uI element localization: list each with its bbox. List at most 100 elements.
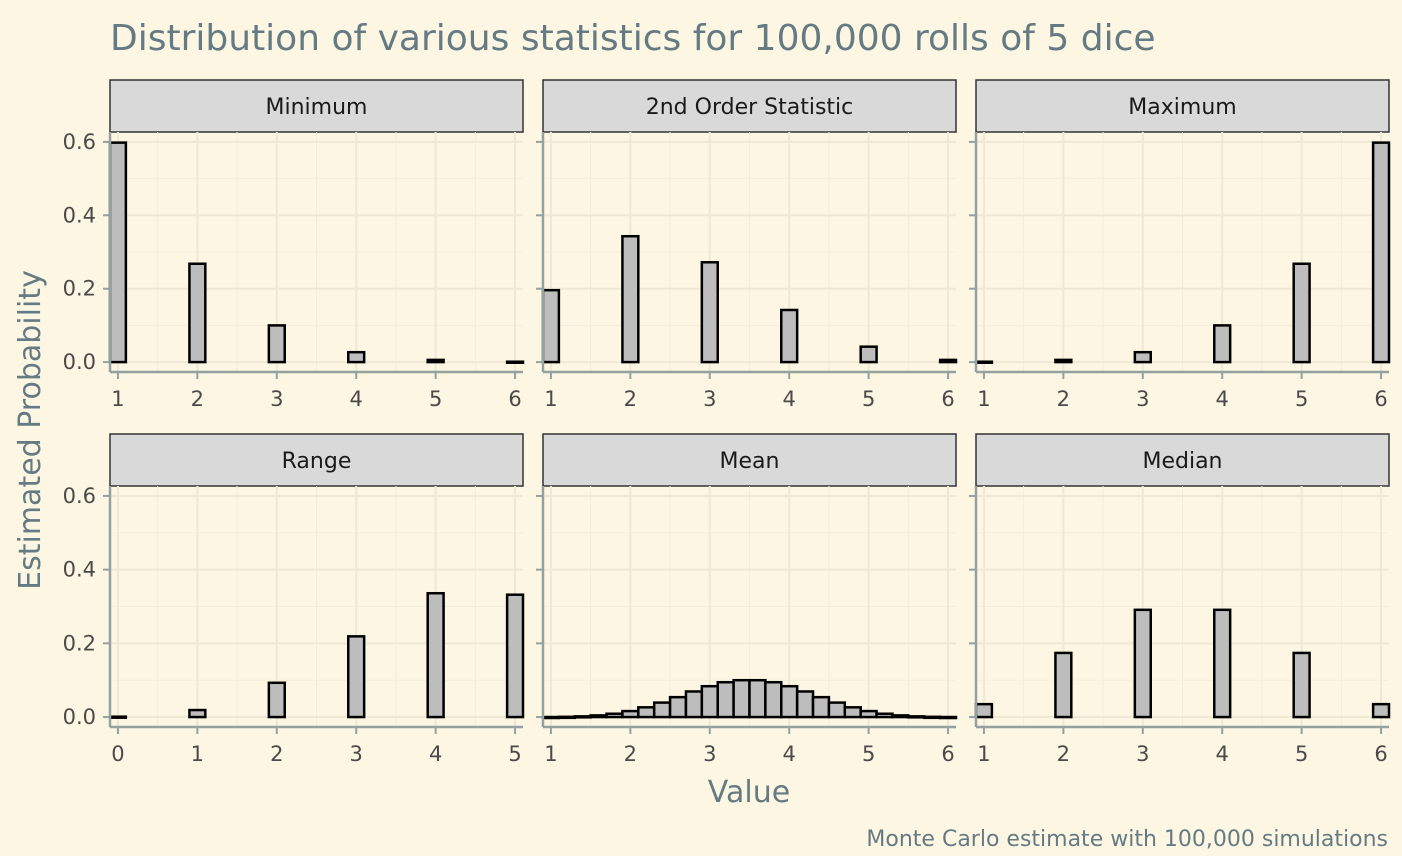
- x-tick-label: 2: [624, 387, 637, 411]
- x-tick-label: 2: [1057, 387, 1070, 411]
- facet-strip-label: Range: [282, 449, 352, 474]
- y-tick-label: 0.6: [63, 484, 96, 508]
- x-tick-label: 3: [270, 387, 283, 411]
- y-axis-title: Estimated Probability: [13, 270, 48, 590]
- y-tick-label: 0.0: [63, 705, 96, 729]
- x-tick-label: 1: [544, 387, 557, 411]
- facet-strip: [109, 433, 524, 487]
- bar: [795, 690, 815, 719]
- bar: [426, 358, 445, 364]
- x-tick-label: 5: [862, 387, 875, 411]
- bar: [426, 591, 445, 719]
- bar: [922, 715, 942, 720]
- bar: [748, 678, 767, 719]
- x-tick-label: 5: [508, 742, 521, 766]
- facet-panels: Minimum 1 2 3 4 5 6 0.0 0.2 0.4 0.6 2nd Order Stati…: [63, 79, 1391, 766]
- x-tick-label: 4: [1216, 742, 1229, 766]
- bar: [780, 308, 799, 364]
- bar: [891, 714, 910, 719]
- x-tick-label: 4: [350, 387, 363, 411]
- x-tick-label: 2: [624, 742, 637, 766]
- bar: [700, 684, 719, 719]
- bar: [1292, 262, 1311, 364]
- x-tick-label: 5: [1295, 387, 1308, 411]
- facet-strip-label: Mean: [720, 449, 780, 474]
- bar: [938, 358, 958, 364]
- bar: [621, 709, 640, 719]
- bar: [875, 712, 894, 719]
- facet-strip: [975, 433, 1390, 487]
- bar: [1054, 358, 1073, 364]
- bar: [1371, 702, 1391, 719]
- facet-2nd-order-statistic: 2nd Order Statistic 1 2 3 4 5 6: [536, 79, 958, 411]
- bar: [188, 708, 207, 719]
- x-tick-label: 3: [350, 742, 363, 766]
- facet-median: Median 1 2 3 4 5 6: [969, 433, 1391, 766]
- bar: [974, 360, 994, 364]
- x-tick-label: 1: [544, 742, 557, 766]
- x-tick-label: 1: [111, 387, 124, 411]
- bar: [764, 680, 783, 719]
- bar: [267, 324, 286, 364]
- bar: [1133, 608, 1152, 719]
- facet-strip: [109, 79, 524, 133]
- x-tick-label: 4: [783, 387, 796, 411]
- facet-strip-label: Maximum: [1128, 95, 1236, 120]
- y-tick-label: 0.4: [63, 203, 96, 227]
- facet-range: Range 0 1 2 3 4 5 0.0 0.2 0.4 0.6: [63, 433, 525, 766]
- x-tick-label: 4: [1216, 387, 1229, 411]
- x-tick-label: 6: [941, 742, 954, 766]
- bar: [859, 709, 878, 719]
- facet-strip: [542, 79, 957, 133]
- x-tick-label: 6: [941, 387, 954, 411]
- x-tick-label: 2: [1057, 742, 1070, 766]
- x-tick-label: 1: [191, 742, 204, 766]
- bar: [541, 715, 561, 720]
- x-tick-label: 3: [703, 387, 716, 411]
- x-tick-label: 3: [1136, 742, 1149, 766]
- x-tick-label: 2: [191, 387, 204, 411]
- x-tick-label: 5: [1295, 742, 1308, 766]
- bar: [1213, 324, 1232, 364]
- x-tick-label: 3: [703, 742, 716, 766]
- bar: [589, 714, 608, 719]
- bar: [700, 261, 719, 364]
- y-tick-label: 0.2: [63, 631, 96, 655]
- facet-strip-label: Minimum: [266, 95, 368, 120]
- bar: [716, 680, 735, 719]
- bar: [684, 690, 704, 719]
- bar: [108, 141, 128, 364]
- x-tick-label: 4: [429, 742, 442, 766]
- bar: [732, 678, 751, 719]
- facet-minimum: Minimum 1 2 3 4 5 6 0.0 0.2 0.4 0.6: [63, 79, 525, 411]
- x-tick-label: 1: [977, 742, 990, 766]
- bar: [605, 712, 624, 719]
- bar: [1213, 608, 1232, 719]
- chart-title: Distribution of various statistics for 1…: [110, 18, 1156, 59]
- bar: [188, 262, 207, 364]
- x-tick-label: 5: [429, 387, 442, 411]
- bar: [780, 684, 799, 719]
- y-tick-label: 0.4: [63, 558, 96, 582]
- x-tick-label: 0: [111, 742, 124, 766]
- y-tick-label: 0.6: [63, 130, 96, 154]
- bar: [827, 701, 847, 719]
- bar: [347, 635, 366, 719]
- bar: [1054, 651, 1073, 719]
- facet-maximum: Maximum 1 2 3 4 5 6: [969, 79, 1391, 411]
- y-tick-label: 0.0: [63, 350, 96, 374]
- y-tick-label: 0.2: [63, 277, 96, 301]
- bar: [1292, 651, 1311, 719]
- bar: [505, 360, 525, 364]
- bar: [843, 706, 862, 719]
- x-tick-label: 3: [1136, 387, 1149, 411]
- x-tick-label: 5: [862, 742, 875, 766]
- bar: [907, 715, 926, 719]
- bar: [108, 715, 128, 719]
- x-tick-label: 1: [977, 387, 990, 411]
- bar: [637, 706, 656, 719]
- bar: [811, 695, 831, 719]
- facet-strip-label: Median: [1142, 449, 1222, 474]
- bar: [668, 695, 688, 719]
